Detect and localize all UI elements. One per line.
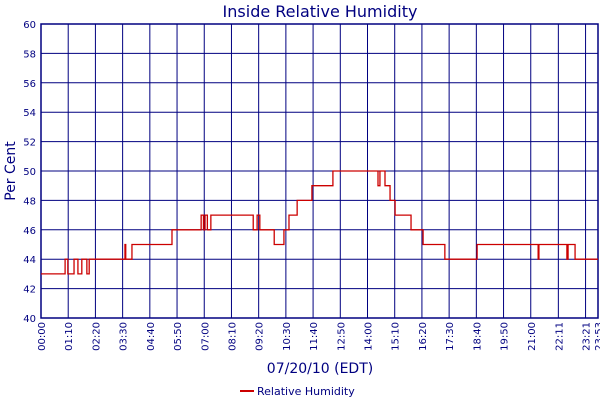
x-tick-label: 08:10 <box>227 322 238 351</box>
x-tick-label: 02:20 <box>91 322 102 351</box>
x-tick-label: 23:21 <box>582 322 593 351</box>
y-tick-label: 60 <box>23 20 36 31</box>
y-tick-label: 54 <box>23 108 36 119</box>
x-tick-label: 05:50 <box>173 322 184 351</box>
x-tick-label: 10:30 <box>282 322 293 351</box>
y-tick-label: 58 <box>23 49 36 60</box>
legend-label: Relative Humidity <box>257 385 355 398</box>
x-tick-label: 00:00 <box>37 322 48 351</box>
x-tick-label: 15:10 <box>391 322 402 351</box>
x-tick-label: 12:50 <box>336 322 347 351</box>
chart-title: Inside Relative Humidity <box>223 2 418 21</box>
y-axis-label: Per Cent <box>3 141 19 201</box>
x-tick-label: 03:30 <box>119 322 130 351</box>
x-tick-label: 07:00 <box>200 322 211 351</box>
y-tick-label: 44 <box>23 255 36 266</box>
x-tick-label: 09:20 <box>255 322 266 351</box>
y-tick-label: 48 <box>23 196 36 207</box>
x-tick-label: 17:30 <box>445 322 456 351</box>
x-tick-label: 14:00 <box>364 322 375 351</box>
x-tick-label: 18:40 <box>472 322 483 351</box>
legend: Relative Humidity <box>240 385 355 398</box>
x-tick-label: 19:50 <box>500 322 511 351</box>
y-tick-label: 40 <box>23 314 36 325</box>
series-line-relative-humidity <box>41 170 598 275</box>
x-tick-label: 01:10 <box>64 322 75 351</box>
x-tick-label: 04:40 <box>146 322 157 351</box>
y-tick-label: 56 <box>23 79 36 90</box>
y-tick-label: 42 <box>23 285 36 296</box>
x-tick-label: 11:40 <box>309 322 320 351</box>
y-tick-label: 50 <box>23 167 36 178</box>
y-tick-label: 46 <box>23 226 36 237</box>
y-tick-label: 52 <box>23 138 36 149</box>
x-tick-label: 16:20 <box>418 322 429 351</box>
x-tick-label: 21:00 <box>527 322 538 351</box>
x-axis-label: 07/20/10 (EDT) <box>267 361 373 377</box>
x-tick-label: 23:53 <box>594 322 600 351</box>
x-tick-label: 22:11 <box>554 322 565 351</box>
